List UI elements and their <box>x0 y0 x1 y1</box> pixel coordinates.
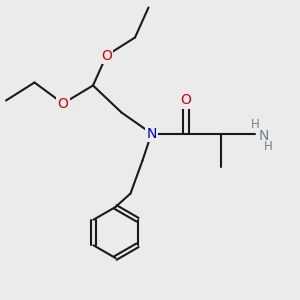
Text: H: H <box>264 140 273 152</box>
Text: N: N <box>259 130 269 143</box>
Text: O: O <box>58 97 68 110</box>
Text: N: N <box>146 127 157 140</box>
Text: O: O <box>181 94 191 107</box>
Text: O: O <box>101 49 112 62</box>
Text: H: H <box>250 118 260 130</box>
